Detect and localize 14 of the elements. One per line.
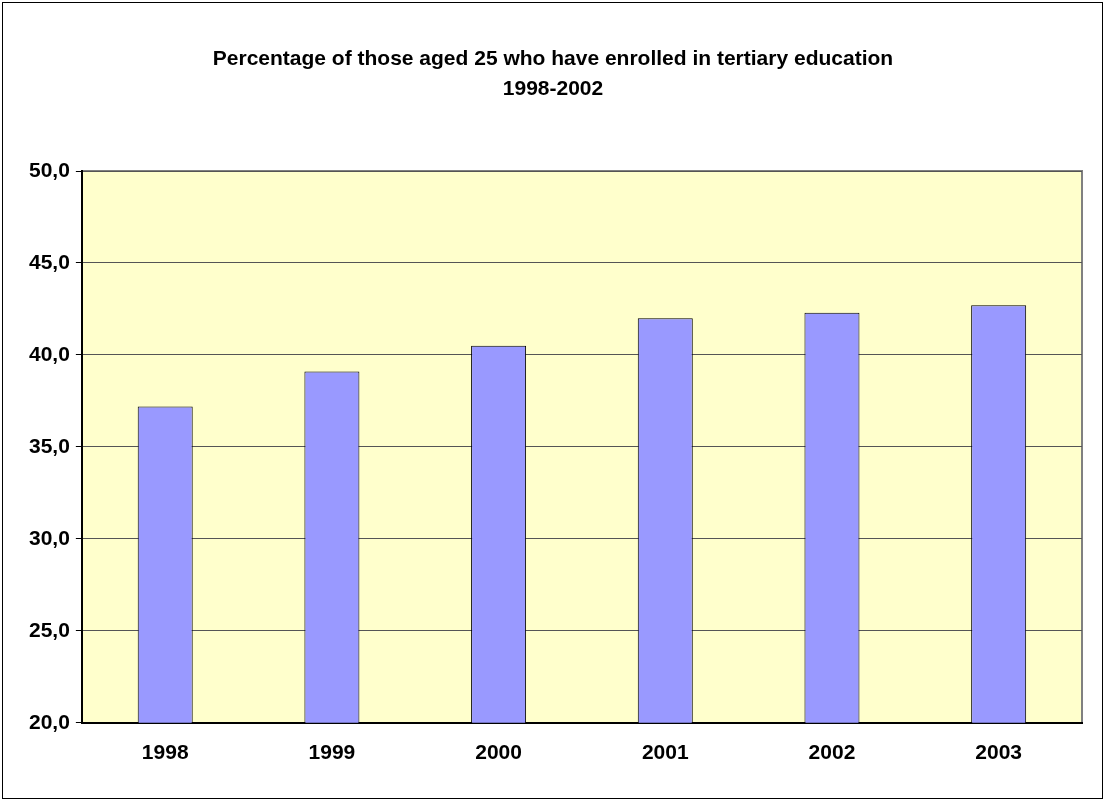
y-tick-label: 45,0 bbox=[29, 249, 70, 273]
x-tick-label: 1999 bbox=[308, 740, 356, 764]
y-tick-label: 50,0 bbox=[29, 157, 70, 181]
y-tick-label: 20,0 bbox=[29, 709, 70, 733]
x-tick-label: 2000 bbox=[475, 740, 522, 764]
x-tick-label: 2003 bbox=[975, 740, 1023, 764]
y-tick-label: 40,0 bbox=[29, 341, 70, 365]
chart-title: Percentage of those aged 25 who have enrolled in tertiary education 1998-2002 bbox=[211, 45, 895, 101]
x-tick-label: 2001 bbox=[641, 740, 689, 764]
y-tick-label: 30,0 bbox=[29, 525, 70, 549]
y-tick-label: 35,0 bbox=[29, 433, 70, 457]
x-tick-label: 1998 bbox=[141, 740, 189, 764]
y-tick-label: 25,0 bbox=[29, 617, 70, 641]
x-tick-label: 2002 bbox=[808, 740, 856, 764]
